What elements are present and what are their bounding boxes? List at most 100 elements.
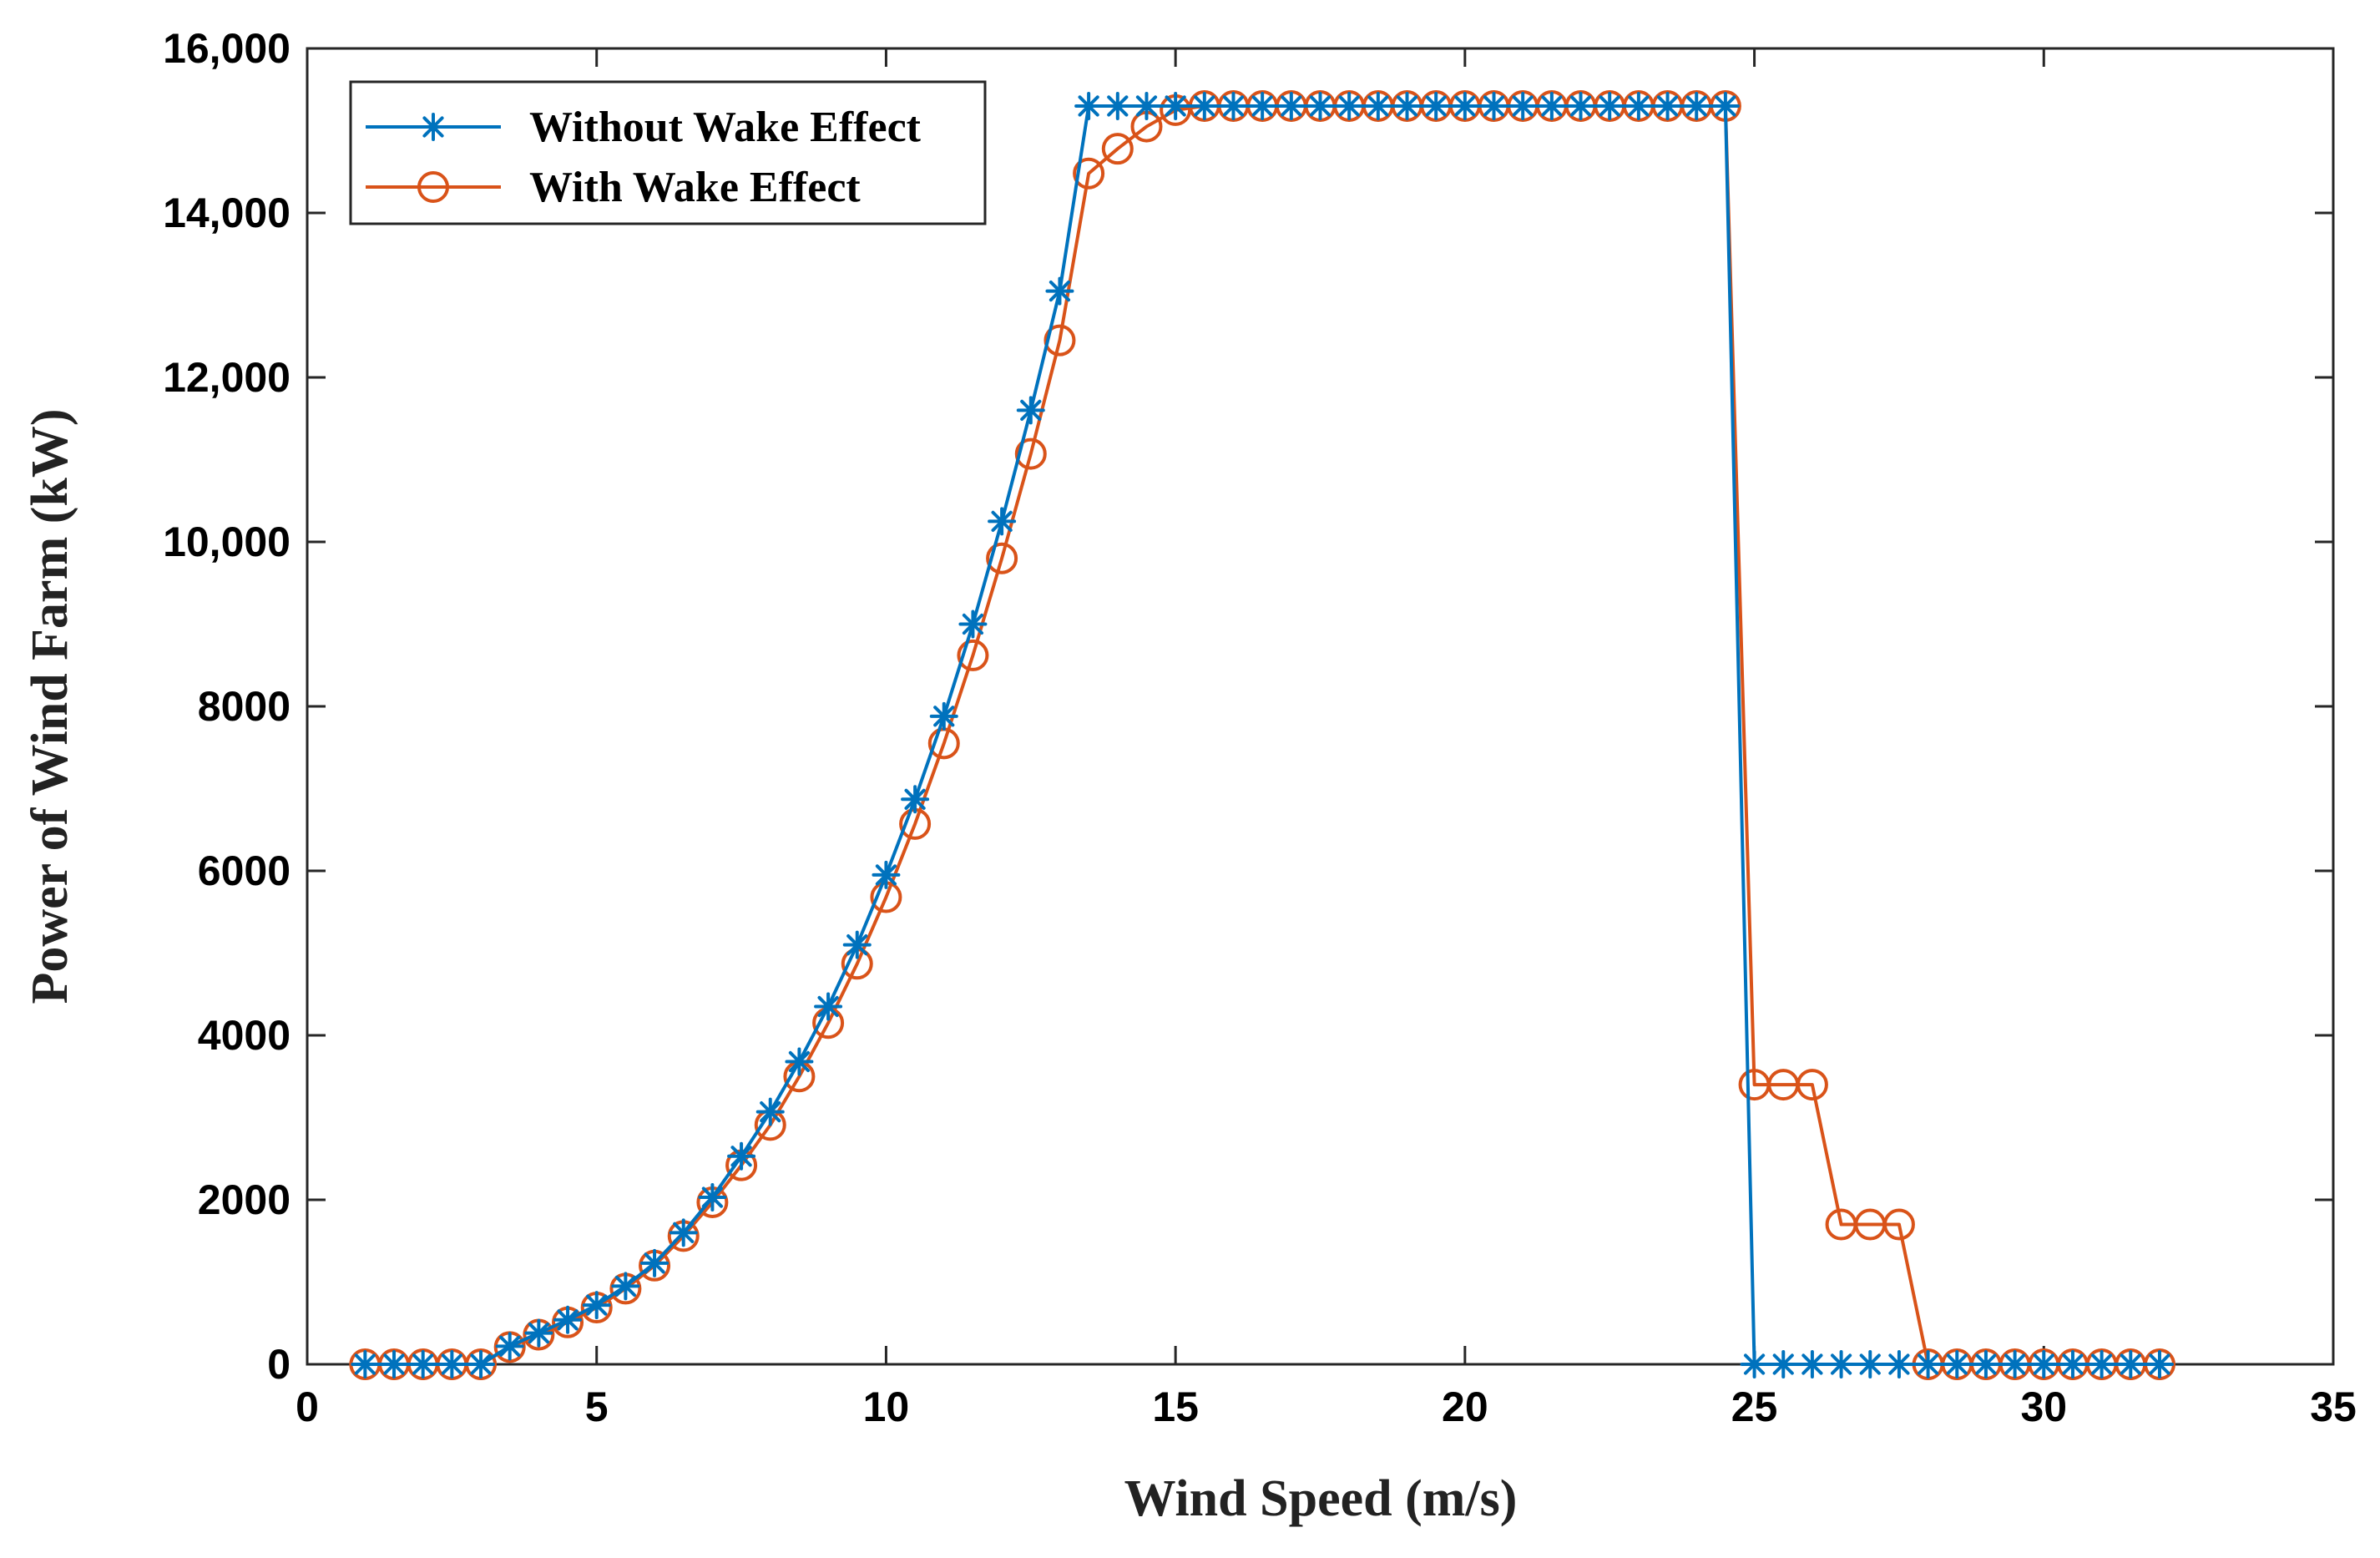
data-point	[495, 1332, 524, 1361]
legend: Without Wake Effect With Wake Effect	[349, 80, 987, 225]
data-point	[1045, 276, 1074, 306]
data-point	[1682, 91, 1711, 120]
data-point	[1043, 324, 1076, 357]
y-tick-label: 8000	[198, 683, 291, 730]
data-point	[1306, 91, 1335, 120]
data-point	[1769, 1350, 1798, 1378]
data-point	[1363, 91, 1392, 120]
data-point	[1276, 91, 1306, 120]
x-tick-label: 0	[296, 1383, 319, 1430]
data-point	[1971, 1350, 2000, 1378]
data-point	[1653, 91, 1682, 120]
data-point	[1827, 1350, 1856, 1378]
data-point	[1479, 91, 1508, 120]
data-point	[986, 542, 1018, 574]
x-tick-label: 20	[1442, 1383, 1488, 1430]
x-tick-label: 15	[1152, 1383, 1199, 1430]
data-point	[727, 1141, 756, 1171]
data-point	[1508, 91, 1538, 120]
data-point	[1422, 91, 1451, 120]
y-tick-label: 6000	[198, 847, 291, 894]
data-point	[901, 785, 930, 814]
data-point	[2116, 1350, 2145, 1378]
data-point	[1016, 396, 1045, 425]
x-tick-label: 30	[2020, 1383, 2067, 1430]
data-point	[1710, 91, 1740, 120]
series-without-wake	[351, 91, 2174, 1378]
data-point	[582, 1291, 611, 1320]
data-point	[1073, 157, 1105, 190]
data-point	[1450, 91, 1479, 120]
data-point	[351, 1350, 380, 1378]
data-point	[1132, 91, 1161, 120]
x-tick-label: 10	[863, 1383, 910, 1430]
data-point	[1103, 91, 1132, 120]
data-point	[2029, 1350, 2059, 1378]
data-point	[669, 1218, 698, 1247]
data-point	[380, 1350, 409, 1378]
data-point	[929, 701, 958, 731]
data-point	[1884, 1350, 1913, 1378]
data-point	[640, 1248, 670, 1277]
data-point	[1190, 91, 1219, 120]
plot-area	[306, 47, 2335, 1366]
data-point	[437, 1350, 467, 1378]
x-tick-label: 25	[1731, 1383, 1778, 1430]
legend-marker	[419, 113, 447, 141]
y-tick-label: 4000	[198, 1012, 291, 1059]
data-point	[1014, 438, 1047, 470]
data-point	[1740, 1350, 1769, 1378]
data-point	[1566, 91, 1595, 120]
x-axis-title: Wind Speed (m/s)	[1124, 1470, 1518, 1527]
y-tick-label: 14,000	[163, 190, 291, 236]
data-point	[842, 930, 872, 959]
y-tick-label: 16,000	[163, 25, 291, 72]
legend-label: With Wake Effect	[529, 164, 861, 211]
data-point	[408, 1350, 437, 1378]
legend-box	[349, 80, 987, 225]
data-point	[2000, 1350, 2029, 1378]
data-point	[1161, 91, 1190, 120]
data-point	[1248, 91, 1277, 120]
data-point	[2087, 1350, 2116, 1378]
data-point	[872, 860, 901, 889]
data-point	[814, 992, 843, 1021]
y-tick-label: 2000	[198, 1176, 291, 1223]
data-point	[1796, 1069, 1828, 1101]
y-tick-label: 10,000	[163, 518, 291, 565]
data-point	[988, 507, 1017, 536]
data-point	[1624, 91, 1653, 120]
y-axis: 0 2000 4000 6000 8000 10,000 12,000 14,000 16,00…	[163, 25, 2333, 1388]
data-point	[785, 1047, 814, 1076]
data-point	[2145, 1350, 2174, 1378]
data-point	[1219, 91, 1248, 120]
data-point	[1074, 91, 1104, 120]
series-layer	[349, 89, 2175, 1380]
legend-entry: Without Wake Effect	[366, 104, 922, 151]
x-tick-label: 5	[585, 1383, 609, 1430]
data-point	[2058, 1350, 2087, 1378]
data-point	[553, 1305, 583, 1334]
data-point	[1913, 1350, 1943, 1378]
data-point	[1882, 1208, 1915, 1241]
data-point	[467, 1350, 496, 1378]
legend-label: Without Wake Effect	[529, 104, 922, 151]
data-point	[611, 1272, 640, 1301]
x-tick-label: 35	[2310, 1383, 2357, 1430]
data-point	[1943, 1350, 1972, 1378]
data-point	[1856, 1350, 1885, 1378]
data-point	[1101, 133, 1134, 165]
data-point	[957, 639, 989, 671]
data-point	[1537, 91, 1566, 120]
legend-entry: With Wake Effect	[366, 164, 861, 211]
data-point	[524, 1318, 553, 1348]
y-tick-label: 0	[267, 1341, 291, 1388]
data-point	[1335, 91, 1364, 120]
legend-marker	[417, 171, 449, 203]
data-point	[1797, 1350, 1827, 1378]
data-point	[1392, 91, 1422, 120]
data-point	[958, 610, 988, 639]
data-point	[698, 1183, 727, 1212]
data-point	[1595, 91, 1625, 120]
